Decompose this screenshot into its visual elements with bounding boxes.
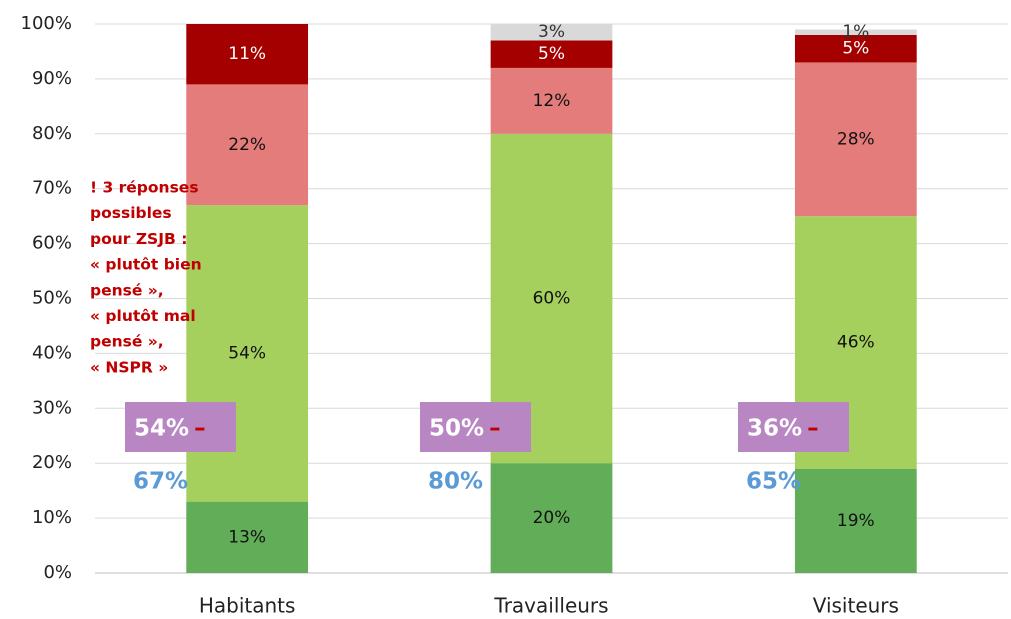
y-tick-label: 60% [32,233,72,254]
highlight-box [738,402,849,452]
bar-segment [794,34,917,63]
dash-label: – [807,416,819,442]
y-tick-label: 0% [43,562,72,583]
value-label: 12% [533,91,571,111]
x-tick-label: Travailleurs [493,594,608,618]
blue-label: 65% [746,469,801,495]
note-line: « plutôt mal [90,307,196,325]
value-label: 60% [533,289,571,309]
note-line: « NSPR » [90,358,168,376]
blue-label: 67% [133,469,188,495]
value-label: 28% [837,129,875,149]
highlight-box [125,402,236,452]
y-tick-label: 50% [32,288,72,309]
purple-label: 50% [429,416,484,442]
note-line: pensé », [90,281,164,299]
value-label: 3% [538,22,565,42]
y-tick-label: 40% [32,342,72,363]
bar-segment [490,463,613,573]
bar-segment [186,84,309,206]
y-tick-label: 80% [32,123,72,144]
value-label: 13% [228,527,266,547]
note-line: ! 3 réponses [90,179,199,197]
y-tick-label: 10% [32,507,72,528]
dash-label: – [194,416,206,442]
x-tick-label: Habitants [199,594,296,618]
note-line: pensé », [90,333,164,351]
value-label: 19% [837,511,875,531]
value-label: 54% [228,343,266,363]
y-tick-label: 20% [32,452,72,473]
bar-segment [490,24,613,41]
bar-segment [794,62,917,217]
y-tick-label: 70% [32,178,72,199]
x-tick-label: Visiteurs [813,594,899,618]
value-label: 5% [842,39,869,59]
note-line: possibles [90,204,172,222]
y-tick-label: 100% [21,13,72,34]
blue-label: 80% [428,469,483,495]
bar-segment [794,468,917,573]
value-label: 5% [538,44,565,64]
purple-label: 36% [747,416,802,442]
value-label: 22% [228,135,266,155]
value-label: 20% [533,508,571,528]
dash-label: – [489,416,501,442]
note-line: pour ZSJB : [90,230,187,248]
bar-segment [186,205,309,502]
value-label: 11% [228,44,266,64]
bar-segment [490,67,613,134]
purple-label: 54% [134,416,189,442]
value-label: 1% [842,22,869,42]
bar-segment [186,501,309,573]
note-line: « plutôt bien [90,256,202,274]
value-label: 46% [837,332,875,352]
bar-segment [490,40,613,68]
y-tick-label: 30% [32,397,72,418]
bar-segment [794,29,917,35]
y-tick-label: 90% [32,68,72,89]
bar-segment [186,24,309,85]
highlight-box [420,402,531,452]
